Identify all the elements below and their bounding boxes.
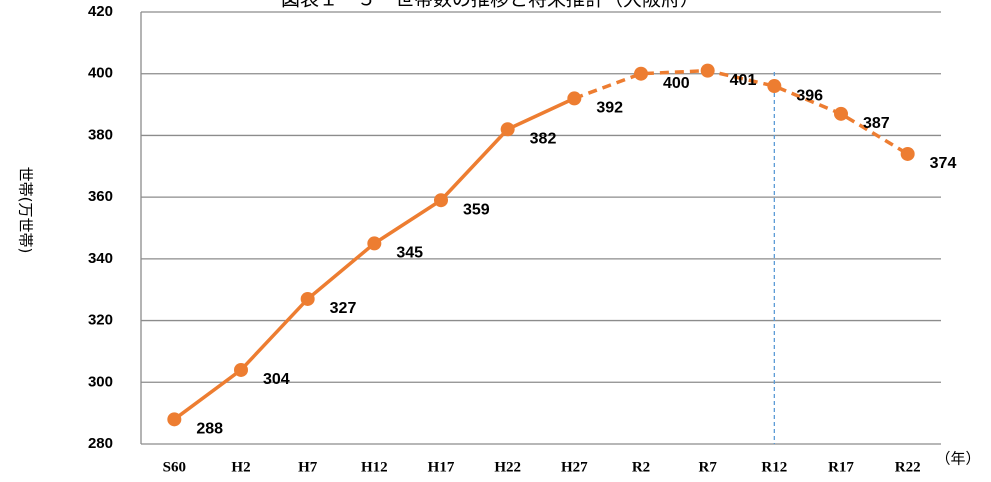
- marker: [567, 91, 582, 106]
- x-tick-label: R2: [632, 459, 650, 475]
- y-tick-label: 300: [88, 373, 113, 390]
- data-label: 401: [730, 72, 757, 89]
- marker: [434, 193, 448, 208]
- x-tick-label: H2: [231, 459, 250, 475]
- data-label: 374: [930, 155, 957, 172]
- x-tick-label: H7: [298, 459, 318, 475]
- marker: [234, 362, 248, 377]
- x-tick-label: R7: [698, 459, 717, 475]
- data-label: 345: [396, 245, 423, 262]
- data-label: 387: [863, 115, 890, 132]
- y-tick-label: 380: [88, 126, 113, 143]
- data-label: 359: [463, 201, 490, 218]
- x-tick-label: H22: [494, 459, 521, 475]
- data-label: 392: [596, 100, 623, 117]
- marker: [500, 122, 515, 137]
- y-tick-label: 360: [88, 188, 113, 205]
- marker: [834, 106, 848, 121]
- x-axis-label: （年）: [935, 450, 980, 468]
- chart-title: 図表１－５ 世帯数の推移と将来推計（大阪府）: [281, 0, 699, 11]
- data-label: 288: [196, 421, 223, 438]
- x-tick-label: H12: [361, 459, 388, 475]
- marker: [634, 66, 648, 81]
- x-tick-label: R22: [895, 459, 921, 475]
- x-tick-label: H27: [561, 459, 588, 475]
- data-label: 304: [263, 371, 290, 388]
- y-tick-label: 420: [88, 3, 113, 20]
- data-label: 396: [796, 87, 823, 104]
- x-tick-label: S60: [163, 459, 186, 475]
- y-tick-label: 280: [88, 435, 113, 452]
- line: [573, 68, 909, 156]
- marker: [367, 236, 382, 251]
- x-tick-label: H17: [428, 459, 455, 475]
- data-label: 327: [330, 300, 357, 317]
- x-tick-label: R12: [761, 459, 787, 475]
- y-tick-label: 320: [88, 312, 113, 329]
- data-label: 400: [663, 75, 690, 92]
- marker: [167, 412, 182, 427]
- marker: [700, 63, 715, 78]
- y-axis-label: 世帯(万世帯): [17, 167, 35, 254]
- x-tick-label: R17: [828, 459, 854, 475]
- y-tick-label: 400: [88, 65, 113, 82]
- marker: [767, 79, 782, 94]
- y-tick-label: 340: [88, 250, 113, 267]
- marker: [900, 146, 915, 161]
- marker: [300, 291, 315, 306]
- data-label: 382: [530, 130, 557, 147]
